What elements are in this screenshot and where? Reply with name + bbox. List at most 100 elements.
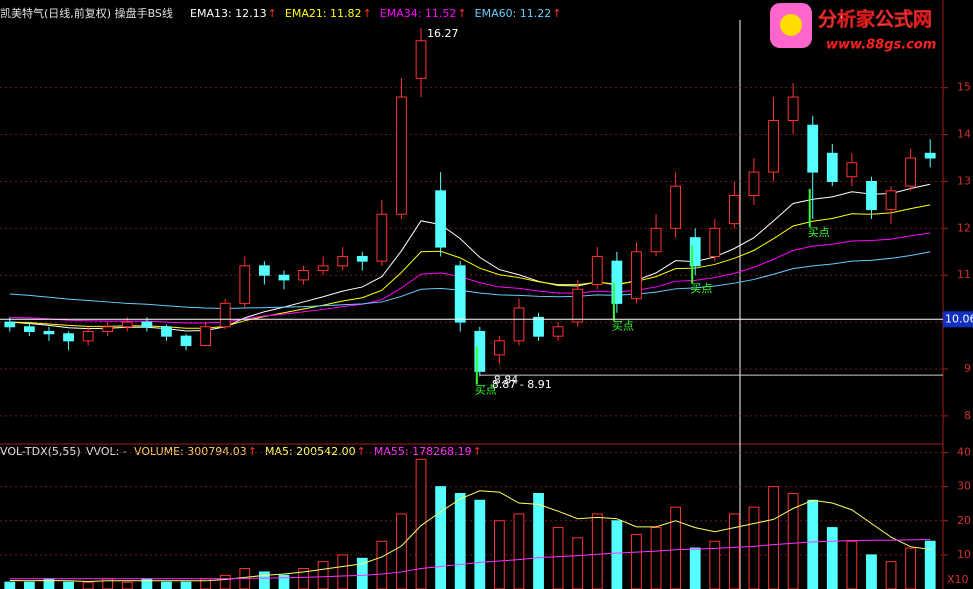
volume-bar	[454, 492, 466, 589]
candle-body	[278, 274, 290, 281]
legend-arrow: ↑	[357, 445, 366, 458]
candle-body	[493, 340, 505, 356]
candle-body	[298, 270, 309, 281]
y-tick-label: 20	[957, 514, 971, 527]
volume-bar	[415, 458, 427, 589]
legend-arrow: ↑	[552, 7, 561, 20]
candle-body	[670, 185, 682, 229]
volume-bar	[748, 506, 760, 589]
volume-bar	[631, 533, 642, 589]
candle-body	[768, 119, 779, 173]
candle-body	[415, 40, 427, 79]
legend-arrow: ↑	[248, 445, 257, 458]
legend-entry: EMA21: 11.82	[285, 7, 362, 20]
candle-body	[689, 237, 701, 267]
volume-bar	[591, 513, 603, 589]
ema-line	[9, 232, 931, 324]
legend-entry: VOLUME: 300794.03	[134, 445, 247, 458]
legend-entry: MA5: 200542.00	[265, 445, 356, 458]
watermark-url: www.88gs.com	[826, 38, 936, 53]
volume-title: VOL-TDX(5,55)	[0, 445, 81, 458]
candle-body	[807, 124, 819, 173]
scale-label: X10	[947, 573, 969, 586]
volume-bar	[82, 581, 94, 589]
volume-bar	[650, 527, 662, 589]
volume-bar	[572, 537, 584, 589]
volume-bar	[337, 554, 349, 589]
volume-bar	[885, 561, 897, 589]
chart-title: 凯美特气(日线,前复权) 操盘手BS线	[0, 6, 173, 20]
candle-body	[121, 321, 133, 328]
logo-icon	[780, 14, 802, 36]
volume-bar	[219, 574, 231, 589]
candle-body	[572, 288, 584, 323]
volume-bar	[435, 486, 447, 589]
volume-bar	[102, 578, 114, 589]
volume-bar	[768, 486, 779, 589]
y-tick-label: 30	[957, 480, 971, 493]
volume-bar	[180, 581, 192, 589]
volume-bar	[356, 557, 368, 589]
legend-arrow: ↑	[363, 7, 372, 20]
y-tick-label: 9	[964, 362, 971, 375]
candle-body	[748, 171, 760, 197]
candle-body	[846, 162, 858, 178]
volume-bar	[905, 547, 917, 589]
candle-body	[396, 96, 407, 215]
y-tick-label: 8	[964, 409, 971, 422]
volume-bar	[4, 581, 16, 589]
volume-bar	[533, 492, 544, 589]
candle-body	[826, 152, 838, 182]
candle-body	[728, 195, 740, 225]
ma-line	[9, 490, 931, 582]
candle-body	[102, 326, 114, 332]
buy-label: 买点	[475, 383, 497, 396]
candle-body	[356, 255, 368, 262]
volume-bar	[376, 540, 388, 589]
candle-body	[43, 330, 55, 335]
candle-body	[317, 265, 329, 272]
volume-bar	[689, 547, 701, 589]
volume-bar	[258, 571, 270, 589]
volume-bar	[396, 513, 407, 589]
legend-entry: EMA13: 12.13	[190, 7, 267, 20]
candle-body	[63, 333, 74, 342]
buy-label: 买点	[612, 320, 634, 333]
candle-body	[4, 321, 16, 328]
candle-body	[435, 190, 447, 248]
candle-body	[161, 326, 172, 337]
candle-body	[239, 265, 251, 304]
candle-body	[141, 321, 153, 328]
volume-bar	[317, 561, 329, 589]
candle-body	[180, 335, 192, 347]
price-box-label: 10.06	[945, 312, 973, 325]
volume-bar	[23, 581, 35, 589]
candle-body	[376, 213, 388, 262]
volume-bar	[141, 578, 153, 589]
candle-body	[219, 302, 231, 328]
ema-line	[9, 204, 931, 329]
volume-bar	[298, 568, 309, 589]
candle-body	[924, 152, 936, 159]
volume-bar	[826, 527, 838, 589]
legend-arrow: ↑	[268, 7, 277, 20]
candle-body	[552, 326, 564, 337]
price-box	[943, 311, 973, 328]
y-tick-label: 40	[957, 446, 971, 459]
y-tick-label: 10	[957, 548, 971, 561]
volume-bar	[611, 520, 623, 589]
volume-bar	[121, 581, 133, 589]
trough-label: 8.84	[494, 373, 518, 386]
candle-body	[454, 265, 466, 323]
candle-body	[905, 157, 917, 187]
legend-arrow: ↑	[473, 445, 482, 458]
legend-entry: MA55: 178268.19	[374, 445, 472, 458]
candle-body	[591, 255, 603, 286]
candle-body	[787, 96, 799, 121]
candle-body	[200, 326, 212, 347]
candle-body	[337, 255, 349, 267]
range-label: 8.87 - 8.91	[492, 378, 552, 391]
candle-body	[23, 326, 35, 332]
volume-bar	[493, 520, 505, 589]
